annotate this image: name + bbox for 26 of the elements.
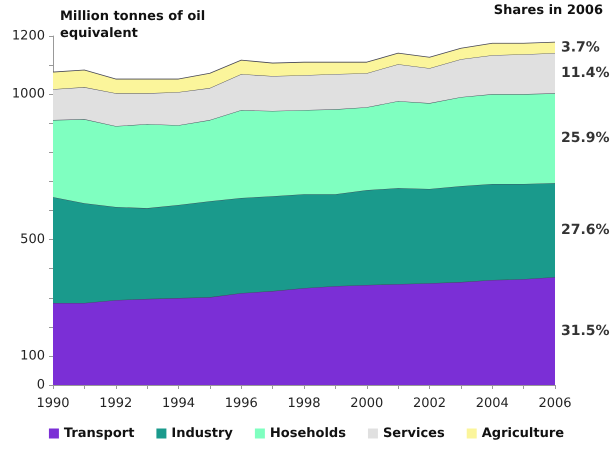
- text: 27.6%: [561, 222, 610, 238]
- x-tick-label: 1998: [287, 396, 321, 411]
- x-tick-label: 1992: [99, 396, 132, 411]
- y-tick-label: 500: [20, 232, 45, 248]
- x-tick-label: 1996: [224, 396, 258, 411]
- legend-label: Transport: [64, 426, 134, 441]
- text: Shares in 2006: [494, 3, 604, 18]
- x-tick-label: 2006: [538, 396, 572, 411]
- legend-label: Services: [382, 426, 445, 441]
- x-tick-label: 2004: [476, 396, 509, 411]
- y-tick-label: 100: [20, 348, 45, 364]
- x-tick-label: 2002: [412, 396, 446, 411]
- legend-label: Agriculture: [482, 426, 564, 441]
- x-tick-label: 1990: [36, 396, 70, 411]
- text: 3.7%: [561, 40, 600, 56]
- y-axis-title: Million tonnes of oil equivalent: [60, 9, 210, 41]
- x-tick-label: 2000: [350, 396, 384, 411]
- text: 25.9%: [561, 130, 610, 146]
- x-tick-label: 1994: [162, 396, 196, 411]
- y-tick-label: 1000: [12, 86, 45, 102]
- legend-label: Hoseholds: [270, 426, 346, 441]
- text: 31.5%: [561, 323, 610, 340]
- y-tick-label: 0: [36, 378, 45, 392]
- legend-label: Industry: [171, 426, 234, 441]
- text: 11.4%: [561, 65, 610, 82]
- y-tick-label: 1200: [12, 28, 45, 44]
